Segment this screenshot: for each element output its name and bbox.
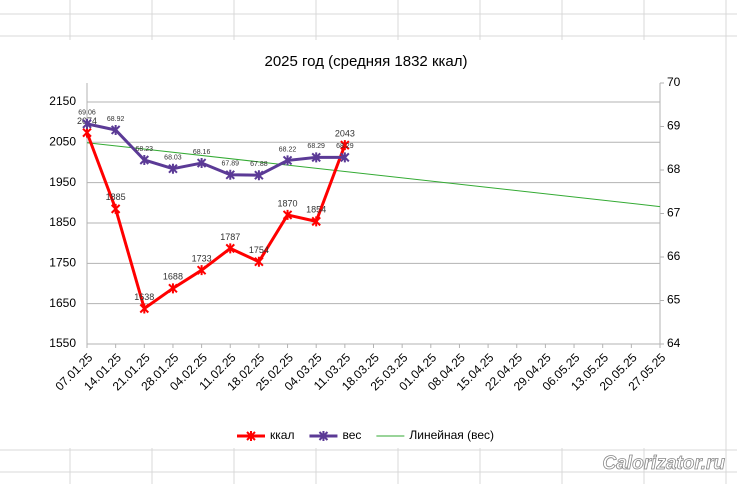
y2-tick-label: 69 xyxy=(667,119,681,133)
y-tick-label: 1950 xyxy=(49,175,76,189)
data-label: 1733 xyxy=(192,254,212,264)
y2-tick-label: 70 xyxy=(667,75,681,89)
legend: ккал вес Линейная (вес) xyxy=(237,428,494,442)
data-label: 68.23 xyxy=(136,146,154,153)
data-label: 1854 xyxy=(306,205,326,215)
marker xyxy=(82,127,92,138)
watermark: Calorizator.ru xyxy=(603,453,726,474)
y2-tick-label: 68 xyxy=(667,162,681,176)
marker xyxy=(311,152,321,163)
data-label: 1688 xyxy=(163,272,183,282)
marker xyxy=(168,163,178,174)
data-label: 68.22 xyxy=(279,146,297,153)
marker xyxy=(254,170,264,181)
y2-tick-label: 66 xyxy=(667,249,681,263)
marker xyxy=(196,158,207,169)
data-label: 67.88 xyxy=(250,161,268,168)
legend-label: вес xyxy=(342,428,361,442)
legend-marker xyxy=(318,431,329,441)
chart-title: 2025 год (средняя 1832 ккал) xyxy=(265,53,468,70)
y2-tick-label: 67 xyxy=(667,206,681,220)
marker xyxy=(139,154,150,165)
chart-area xyxy=(30,40,710,448)
trend-line xyxy=(86,142,661,208)
y2-tick-label: 65 xyxy=(667,293,681,307)
marker xyxy=(225,169,235,180)
data-label: 1870 xyxy=(278,198,298,208)
y-tick-label: 1650 xyxy=(49,296,76,310)
y-tick-label: 2150 xyxy=(49,94,76,108)
data-label: 69.06 xyxy=(78,110,96,117)
marker xyxy=(110,124,121,135)
data-label: 1787 xyxy=(220,232,240,242)
marker xyxy=(110,203,121,214)
y-tick-label: 1750 xyxy=(49,255,76,269)
data-label: 1885 xyxy=(106,192,126,202)
marker xyxy=(340,140,350,151)
data-label: 68.92 xyxy=(107,116,125,123)
marker xyxy=(225,243,235,254)
data-label: 68.29 xyxy=(336,143,354,150)
marker xyxy=(196,265,207,276)
marker xyxy=(82,118,92,129)
series-line xyxy=(85,132,347,311)
y-tick-label: 1550 xyxy=(49,336,76,350)
marker xyxy=(340,152,350,163)
data-label: 68.16 xyxy=(193,149,211,156)
series: 69.06 68.92 68.23 68.03 68.16 67.89 67.88 68.22… xyxy=(78,110,354,181)
y-tick-label: 2050 xyxy=(49,134,76,148)
data-label: 68.03 xyxy=(164,155,182,162)
data-label: 1754 xyxy=(249,245,269,255)
legend-label: ккал xyxy=(270,428,294,442)
data-label: 67.89 xyxy=(221,161,239,168)
legend-marker xyxy=(246,431,256,441)
legend-label: Линейная (вес) xyxy=(409,428,494,442)
data-label: 68.29 xyxy=(307,143,325,150)
marker xyxy=(168,283,178,294)
marker xyxy=(311,216,321,227)
marker xyxy=(282,209,293,220)
data-label: 1638 xyxy=(134,292,154,302)
data-label: 2043 xyxy=(335,128,355,138)
marker xyxy=(282,155,293,166)
marker xyxy=(139,303,150,314)
series-line xyxy=(86,122,345,177)
marker xyxy=(254,256,264,267)
y2-tick-label: 64 xyxy=(667,336,681,350)
y-tick-label: 1850 xyxy=(49,215,76,229)
